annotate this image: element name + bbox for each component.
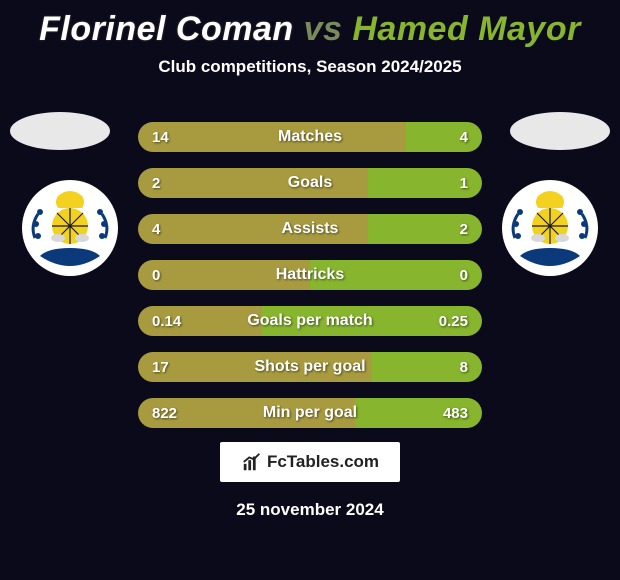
stat-right-value: 2 bbox=[460, 221, 468, 238]
player1-name: Florinel Coman bbox=[39, 10, 293, 48]
stat-row: 42Assists bbox=[138, 214, 482, 244]
stat-right-segment: 0.25 bbox=[262, 306, 482, 336]
stat-left-value: 14 bbox=[152, 129, 169, 146]
player2-club-crest bbox=[500, 178, 600, 278]
stat-right-segment: 0 bbox=[310, 260, 482, 290]
stat-left-segment: 14 bbox=[138, 122, 406, 152]
stat-right-segment: 483 bbox=[355, 398, 482, 428]
vs-text: vs bbox=[304, 10, 343, 48]
branding-box: FcTables.com bbox=[220, 442, 400, 482]
stat-left-value: 4 bbox=[152, 221, 160, 238]
stat-right-value: 4 bbox=[460, 129, 468, 146]
branding-text: FcTables.com bbox=[267, 452, 379, 472]
player2-photo-placeholder bbox=[510, 112, 610, 150]
stat-left-value: 822 bbox=[152, 405, 177, 422]
subtitle: Club competitions, Season 2024/2025 bbox=[0, 57, 620, 77]
chart-icon bbox=[241, 451, 263, 473]
stat-left-value: 0 bbox=[152, 267, 160, 284]
stat-right-segment: 4 bbox=[406, 122, 482, 152]
stat-left-segment: 0.14 bbox=[138, 306, 262, 336]
stat-right-value: 0 bbox=[460, 267, 468, 284]
stat-left-segment: 0 bbox=[138, 260, 310, 290]
stat-left-segment: 4 bbox=[138, 214, 368, 244]
stat-left-value: 0.14 bbox=[152, 313, 181, 330]
stat-left-segment: 17 bbox=[138, 352, 372, 382]
stat-right-value: 1 bbox=[460, 175, 468, 192]
stat-right-segment: 2 bbox=[368, 214, 482, 244]
stat-row: 178Shots per goal bbox=[138, 352, 482, 382]
stat-right-segment: 1 bbox=[368, 168, 482, 198]
stat-row: 0.140.25Goals per match bbox=[138, 306, 482, 336]
stat-left-segment: 2 bbox=[138, 168, 368, 198]
stat-left-value: 2 bbox=[152, 175, 160, 192]
stat-right-value: 483 bbox=[443, 405, 468, 422]
stat-right-value: 0.25 bbox=[439, 313, 468, 330]
stat-row: 822483Min per goal bbox=[138, 398, 482, 428]
crest-icon bbox=[500, 178, 600, 278]
stat-row: 00Hattricks bbox=[138, 260, 482, 290]
stat-bars-container: 144Matches21Goals42Assists00Hattricks0.1… bbox=[138, 122, 482, 444]
stat-left-value: 17 bbox=[152, 359, 169, 376]
stat-row: 144Matches bbox=[138, 122, 482, 152]
comparison-title: Florinel Coman vs Hamed Mayor bbox=[0, 0, 620, 49]
date-text: 25 november 2024 bbox=[0, 500, 620, 520]
crest-icon bbox=[20, 178, 120, 278]
player2-name: Hamed Mayor bbox=[352, 10, 580, 48]
player1-club-crest bbox=[20, 178, 120, 278]
stat-row: 21Goals bbox=[138, 168, 482, 198]
stat-left-segment: 822 bbox=[138, 398, 355, 428]
player1-photo-placeholder bbox=[10, 112, 110, 150]
stat-right-value: 8 bbox=[460, 359, 468, 376]
stat-right-segment: 8 bbox=[372, 352, 482, 382]
